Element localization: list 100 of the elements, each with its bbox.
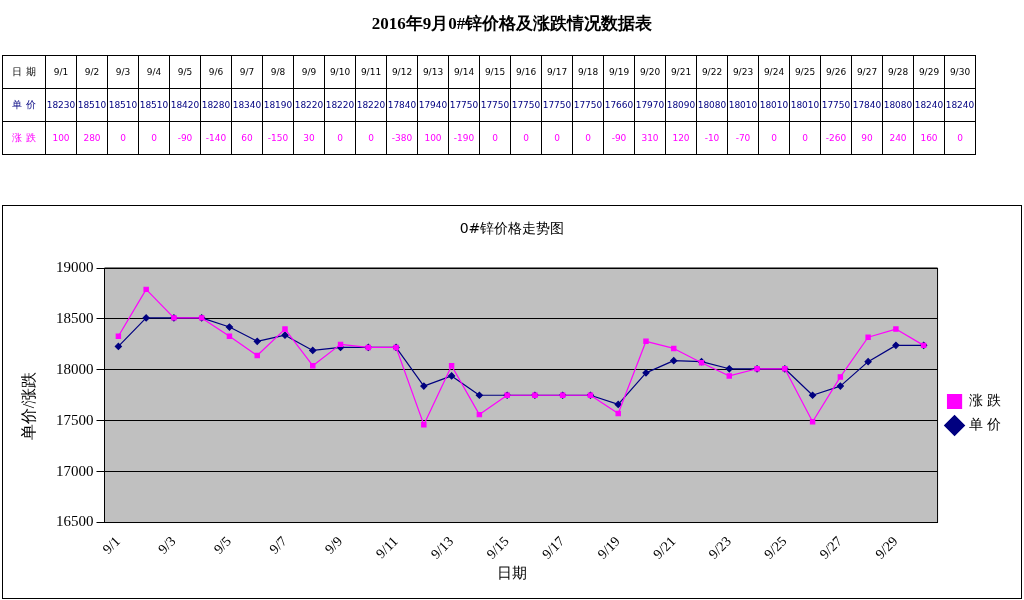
point	[142, 314, 150, 322]
point	[892, 341, 900, 349]
point	[281, 331, 289, 339]
data-label: 17840	[851, 88, 883, 122]
data-label: 17750	[541, 88, 573, 122]
data-label: 160	[913, 121, 945, 155]
category-label: 9/8	[262, 55, 294, 89]
data-label: 310	[634, 121, 666, 155]
text: 2016年9月0#锌价格及涨跌情况数据表	[370, 13, 654, 35]
y-tick-label: 17000	[56, 462, 94, 479]
data-label: 18190	[262, 88, 294, 122]
point	[114, 342, 122, 350]
category-label: 9/13	[417, 55, 449, 89]
data-label: 18240	[913, 88, 945, 122]
category-label: 9/6	[200, 55, 232, 89]
data-label: 0	[572, 121, 604, 155]
data-label: 18230	[45, 88, 77, 122]
data-label: -90	[603, 121, 635, 155]
legend-label: 涨 跌	[968, 392, 1001, 409]
data-label: 0	[944, 121, 976, 155]
point	[725, 365, 733, 373]
category-label: 9/30	[944, 55, 976, 89]
category-label: 9/14	[448, 55, 480, 89]
category-label: 9/19	[603, 55, 635, 89]
point	[226, 333, 233, 339]
category-label: 9/24	[758, 55, 790, 89]
legend-label: 涨 跌	[2, 121, 46, 155]
data-label: 0	[355, 121, 387, 155]
data-label: 0	[758, 121, 790, 155]
data-label: 18510	[76, 88, 108, 122]
point	[864, 358, 872, 366]
point	[448, 363, 455, 369]
point	[670, 357, 678, 365]
category-label: 9/18	[572, 55, 604, 89]
point	[310, 363, 316, 369]
category-label: 9/10	[324, 55, 356, 89]
data-label: 18510	[138, 88, 170, 122]
y-tick-label: 18000	[56, 360, 94, 377]
data-label: 17840	[386, 88, 418, 122]
x-tick-label: 9/1	[99, 533, 124, 557]
point	[115, 333, 122, 339]
data-label: 18080	[882, 88, 914, 122]
data-label: 90	[851, 121, 883, 155]
x-tick-label: 9/9	[321, 533, 346, 557]
data-label: 18010	[758, 88, 790, 122]
category-label: 9/16	[510, 55, 542, 89]
data-label: -140	[200, 121, 232, 155]
legend-label: 单 价	[2, 88, 46, 122]
x-axis-title: 日期	[496, 564, 528, 583]
data-label: 100	[417, 121, 449, 155]
y-tick-label: 18500	[56, 309, 94, 326]
y-tick-label: 19000	[56, 258, 94, 275]
point	[865, 334, 871, 340]
category-label: 9/28	[882, 55, 914, 89]
x-tick-label: 9/11	[372, 533, 401, 562]
x-tick-label: 9/23	[705, 533, 735, 562]
point	[253, 337, 261, 345]
data-label: 17750	[510, 88, 542, 122]
x-tick-label: 9/27	[816, 533, 846, 562]
point	[836, 382, 844, 390]
point	[643, 338, 649, 345]
point	[642, 369, 650, 377]
point	[421, 422, 427, 428]
data-label: 0	[107, 121, 139, 155]
category-label: 9/26	[820, 55, 852, 89]
point	[837, 374, 844, 380]
category-label: 9/2	[76, 55, 108, 89]
category-label: 9/5	[169, 55, 201, 89]
point	[809, 419, 816, 425]
x-tick-label: 9/19	[594, 533, 623, 562]
category-label: 9/9	[293, 55, 325, 89]
category-label: 9/22	[696, 55, 728, 89]
data-label: 18220	[293, 88, 325, 122]
data-label: 18080	[696, 88, 728, 122]
data-label: 17750	[448, 88, 480, 122]
category-label: 9/11	[355, 55, 387, 89]
category-label: 9/25	[789, 55, 821, 89]
data-label: -190	[448, 121, 480, 155]
point	[309, 346, 317, 355]
category-label: 9/12	[386, 55, 418, 89]
y-tick-label: 17500	[56, 411, 94, 428]
data-label: 17750	[572, 88, 604, 122]
data-label: 17750	[820, 88, 852, 122]
category-label: 9/21	[665, 55, 697, 89]
data-label: 18090	[665, 88, 697, 122]
legend-label: 单 价	[968, 416, 1001, 433]
data-label: 60	[231, 121, 263, 155]
category-label: 9/3	[107, 55, 139, 89]
text: 日 期	[2, 55, 46, 89]
point	[448, 372, 456, 380]
x-tick-label: 9/15	[483, 533, 512, 562]
data-label: 18220	[355, 88, 387, 122]
category-label: 9/4	[138, 55, 170, 89]
x-tick-label: 9/21	[650, 533, 679, 562]
x-tick-label: 9/17	[539, 533, 568, 562]
category-label: 9/1	[45, 55, 77, 89]
data-label: 18240	[944, 88, 976, 122]
data-label: 18510	[107, 88, 139, 122]
category-label: 9/23	[727, 55, 759, 89]
point	[282, 326, 288, 332]
